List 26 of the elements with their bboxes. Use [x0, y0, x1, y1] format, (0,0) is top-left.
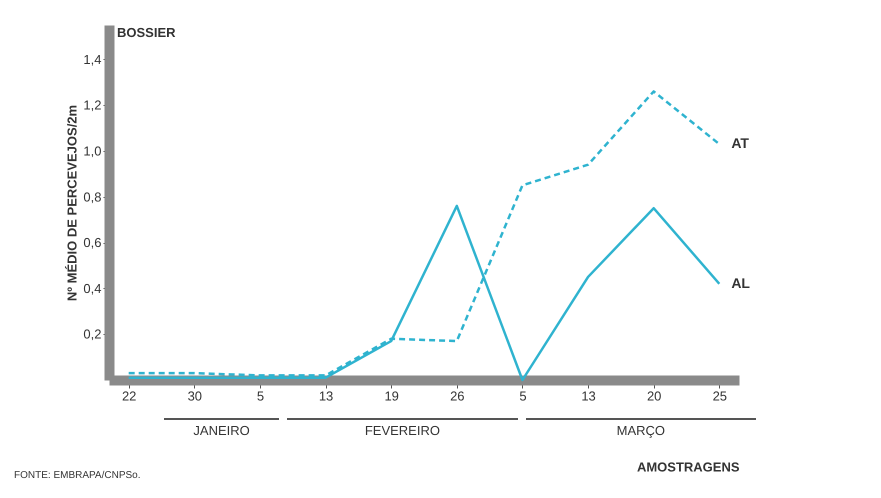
text: MARÇO — [526, 418, 756, 438]
y-tick-label: 0,2 — [83, 326, 102, 342]
x-tick-label: 22 — [122, 388, 136, 404]
x-tick-label: 13 — [318, 388, 334, 404]
x-tick-label: 30 — [188, 388, 202, 404]
x-tick-label: 5 — [256, 388, 264, 404]
text: FEVEREIRO — [287, 418, 518, 438]
source-note: FONTE: EMBRAPA/CNPSo. — [14, 470, 141, 481]
y-tick-label: 0,8 — [83, 189, 102, 204]
series-label: AT — [731, 135, 750, 152]
y-tick-label: 0,6 — [83, 235, 102, 250]
x-tick-label: 5 — [519, 388, 527, 404]
y-tick-label: 0,4 — [83, 280, 102, 296]
chart-title: BOSSIER — [117, 25, 176, 40]
y-tick-label: 1,4 — [83, 52, 102, 67]
y-axis-title: Nº MÉDIO DE PERCEVEJOS/2m — [64, 104, 80, 302]
x-tick-label: 26 — [450, 388, 465, 404]
x-tick-label: 20 — [646, 388, 662, 404]
y-tick-label: 1,0 — [83, 143, 102, 158]
text: JANEIRO — [164, 418, 280, 438]
x-tick-label: 19 — [384, 388, 399, 404]
series-label: AL — [731, 274, 750, 291]
x-tick-label: 25 — [712, 388, 728, 404]
x-tick-label: 13 — [581, 388, 596, 404]
y-tick-label: 1,2 — [83, 98, 102, 113]
x-axis-title: AMOSTRAGENS — [636, 460, 740, 474]
